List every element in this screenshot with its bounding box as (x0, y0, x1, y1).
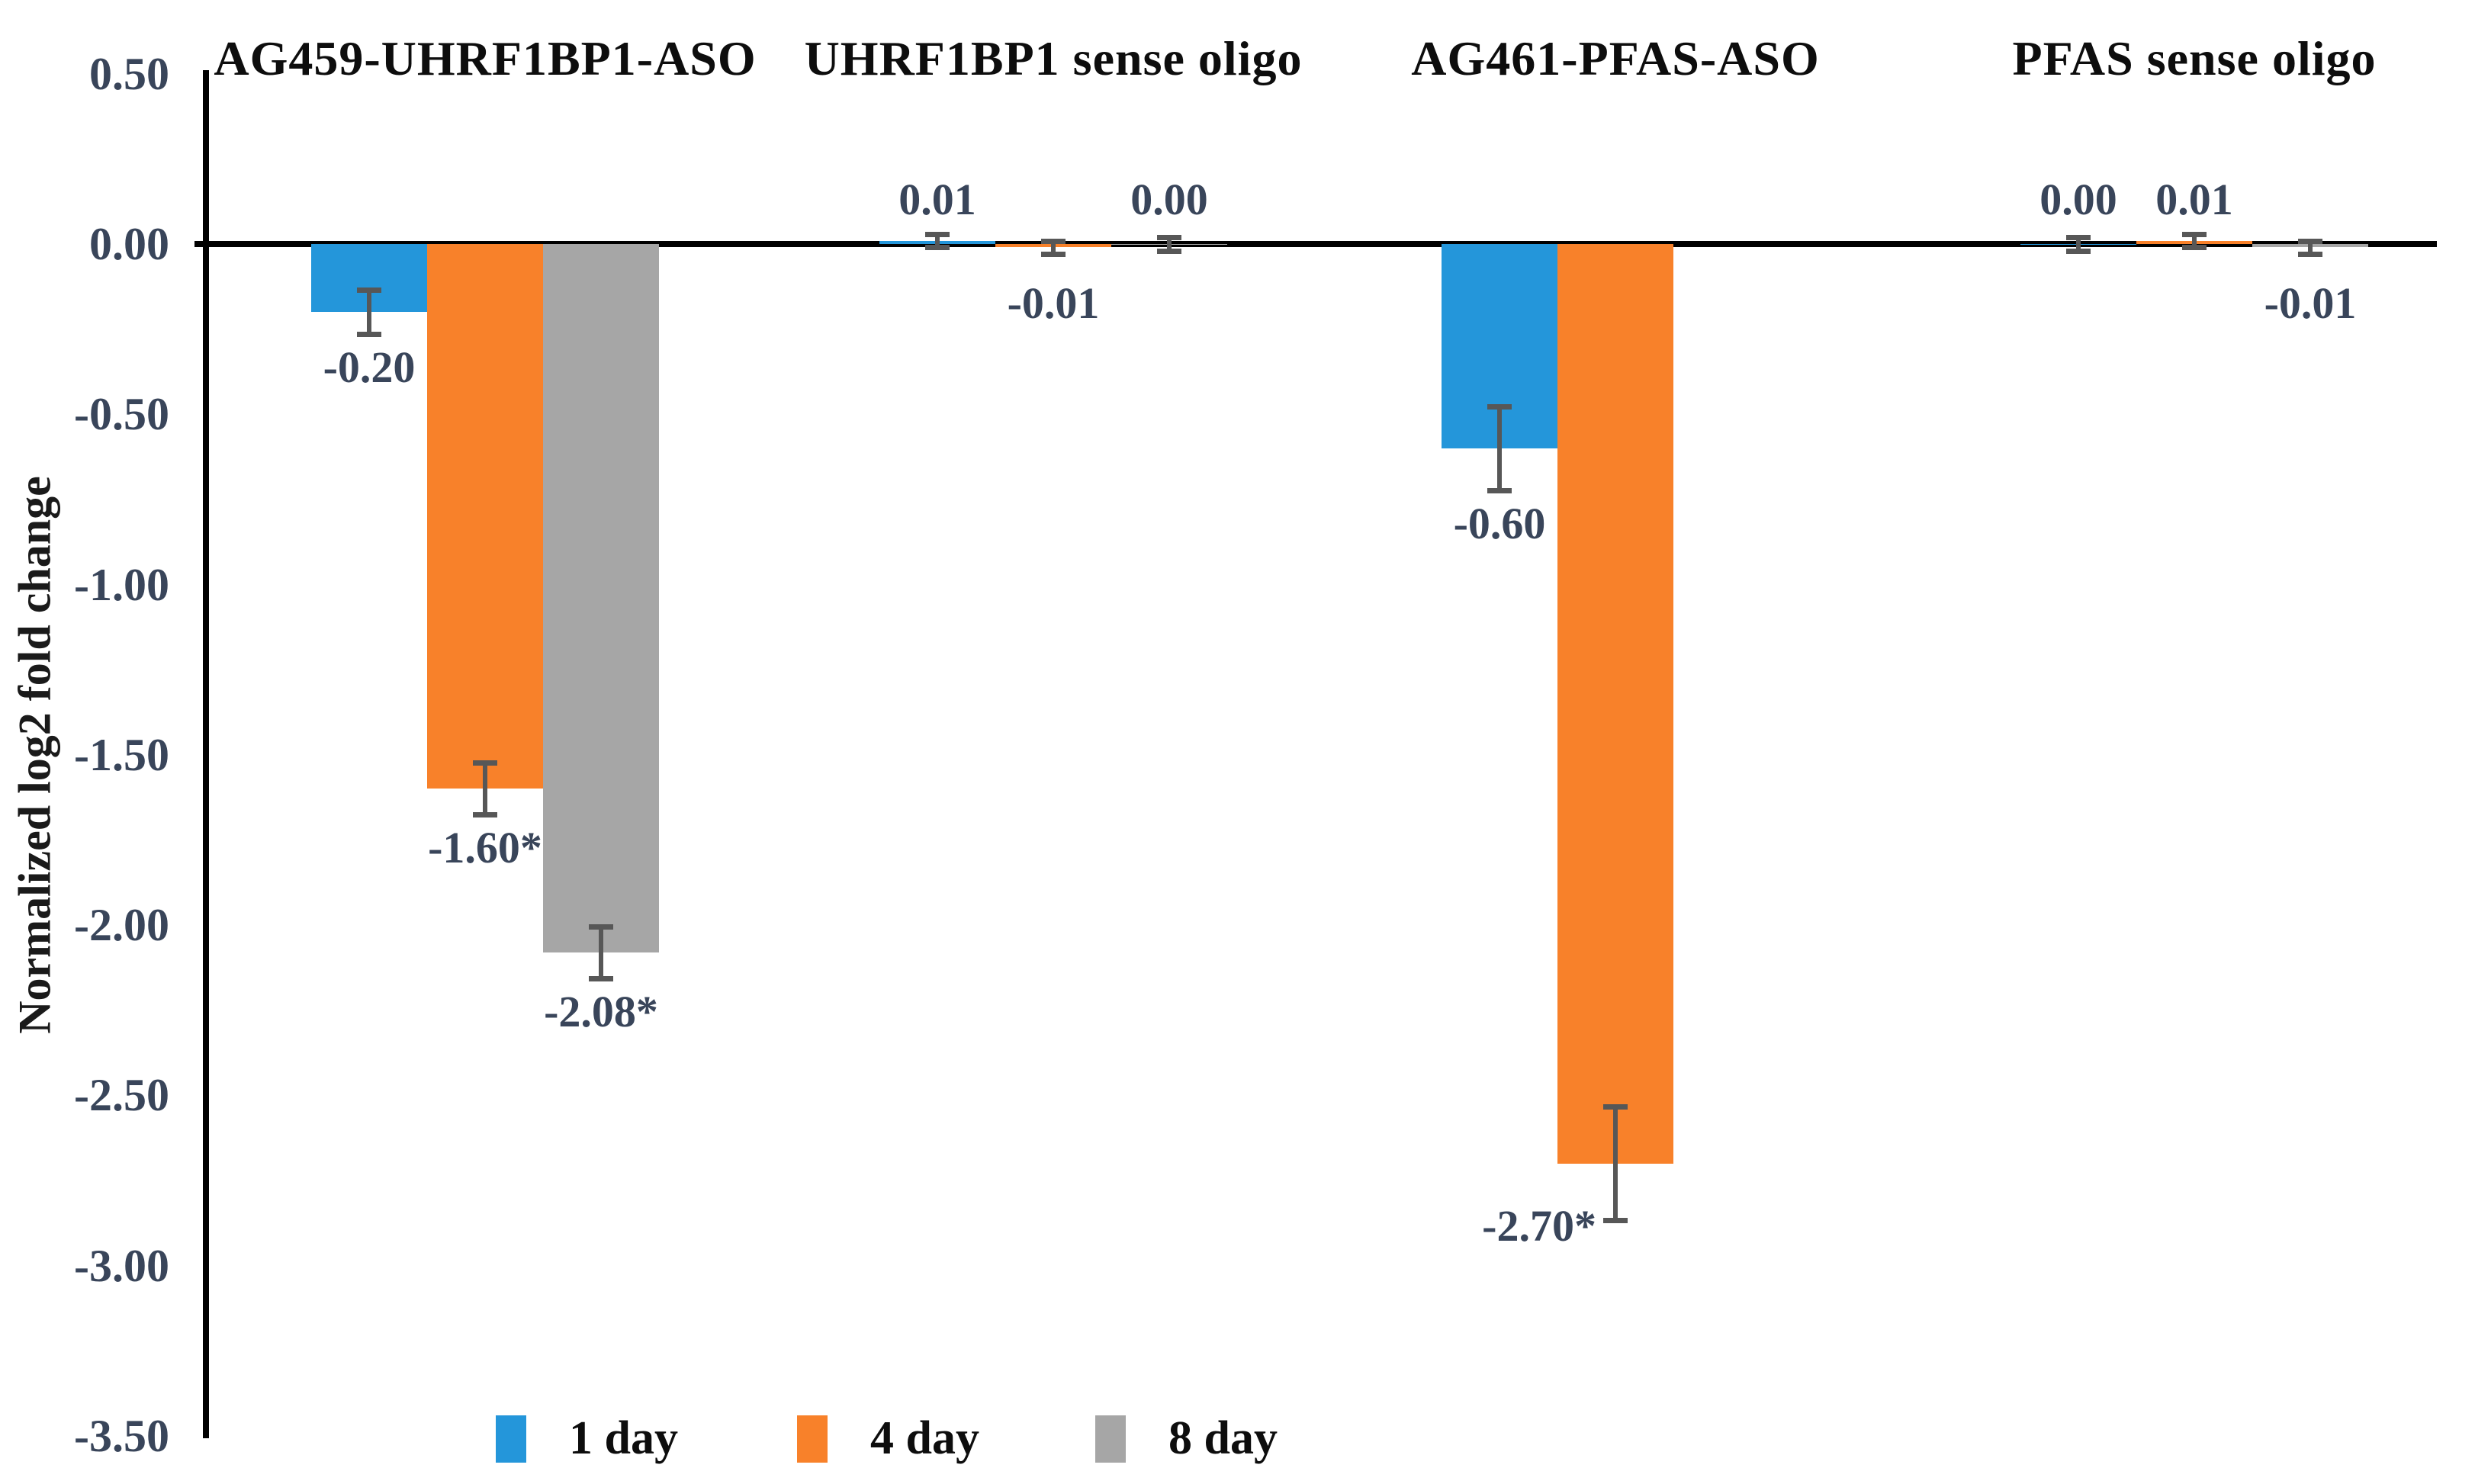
y-tick-label: 0.50 (89, 48, 169, 99)
bar-4day-2 (1557, 244, 1673, 1164)
error-bar-stem (483, 763, 487, 815)
error-bar-stem (599, 926, 603, 978)
error-bar-cap-bottom (1487, 487, 1512, 493)
error-bar-cap-top (925, 231, 950, 237)
y-tick-label: -2.50 (74, 1070, 169, 1121)
data-label: -0.01 (1007, 278, 1100, 328)
error-bar-cap-bottom (925, 245, 950, 251)
error-bar-cap-bottom (2066, 248, 2091, 254)
legend-item-1day: 1 day (496, 1412, 678, 1466)
error-bar-stem (1167, 237, 1172, 251)
error-bar-cap-top (473, 760, 497, 766)
error-bar-cap-bottom (473, 812, 497, 818)
legend-item-8day: 8 day (1095, 1412, 1278, 1466)
legend-label: 1 day (569, 1412, 678, 1464)
data-label: 0.00 (2039, 175, 2117, 224)
error-bar-stem (2192, 233, 2197, 248)
error-bar-cap-bottom (2298, 252, 2322, 258)
data-label: 0.00 (1130, 175, 1208, 224)
error-bar-cap-top (357, 287, 381, 294)
y-tick-label: -2.00 (74, 900, 169, 950)
data-label: -1.60* (428, 823, 542, 873)
y-tick-label: -3.00 (74, 1240, 169, 1291)
error-bar-cap-top (1603, 1103, 1628, 1110)
error-bar-cap-bottom (357, 332, 381, 338)
error-bar-cap-bottom (589, 975, 613, 981)
error-bar-stem (2076, 237, 2081, 251)
y-tick-label: -3.50 (74, 1410, 169, 1461)
error-bar-stem (935, 233, 940, 248)
error-bar-cap-bottom (1157, 248, 1181, 254)
bar-4day-0 (427, 244, 543, 789)
error-bar-cap-bottom (1603, 1218, 1628, 1224)
legend-item-4day: 4 day (797, 1412, 979, 1466)
data-label: 0.01 (2155, 175, 2233, 224)
y-tick-label: -1.50 (74, 729, 169, 780)
data-label: -2.70* (1482, 1201, 1596, 1251)
data-label: -0.20 (323, 342, 416, 393)
legend-label: 4 day (870, 1412, 979, 1464)
error-bar-cap-top (2066, 235, 2091, 241)
error-bar-stem (1497, 406, 1502, 490)
legend-swatch-1day (496, 1415, 526, 1463)
error-bar-cap-top (2298, 238, 2322, 244)
data-label: -0.01 (2264, 278, 2357, 328)
error-bar-cap-bottom (1041, 252, 1066, 258)
error-bar-cap-top (2182, 231, 2207, 237)
legend-swatch-8day (1095, 1415, 1126, 1463)
y-tick-label: -0.50 (74, 389, 169, 440)
group-title: UHRF1BP1 sense oligo (804, 31, 1303, 85)
group-title: AG459-UHRF1BP1-ASO (214, 31, 757, 85)
error-bar-cap-top (589, 923, 613, 930)
legend-swatch-4day (797, 1415, 828, 1463)
y-tick-label: 0.00 (89, 219, 169, 269)
group-title: PFAS sense oligo (2012, 31, 2377, 85)
data-label: -0.60 (1453, 498, 1546, 548)
data-label: 0.01 (898, 175, 976, 224)
error-bar-stem (1051, 240, 1056, 255)
error-bar-cap-bottom (2182, 245, 2207, 251)
bar-8day-0 (543, 244, 659, 952)
error-bar-cap-top (1157, 235, 1181, 241)
group-title: AG461-PFAS-ASO (1411, 31, 1820, 85)
error-bar-stem (2308, 240, 2313, 255)
zero-baseline (194, 241, 2437, 247)
error-bar-cap-top (1487, 403, 1512, 410)
y-axis-line (203, 70, 209, 1438)
error-bar-stem (1613, 1106, 1618, 1221)
legend-label: 8 day (1168, 1412, 1278, 1464)
y-tick-label: -1.00 (74, 559, 169, 610)
error-bar-stem (367, 290, 371, 335)
error-bar-cap-top (1041, 238, 1066, 244)
data-label: -2.08* (544, 986, 658, 1036)
